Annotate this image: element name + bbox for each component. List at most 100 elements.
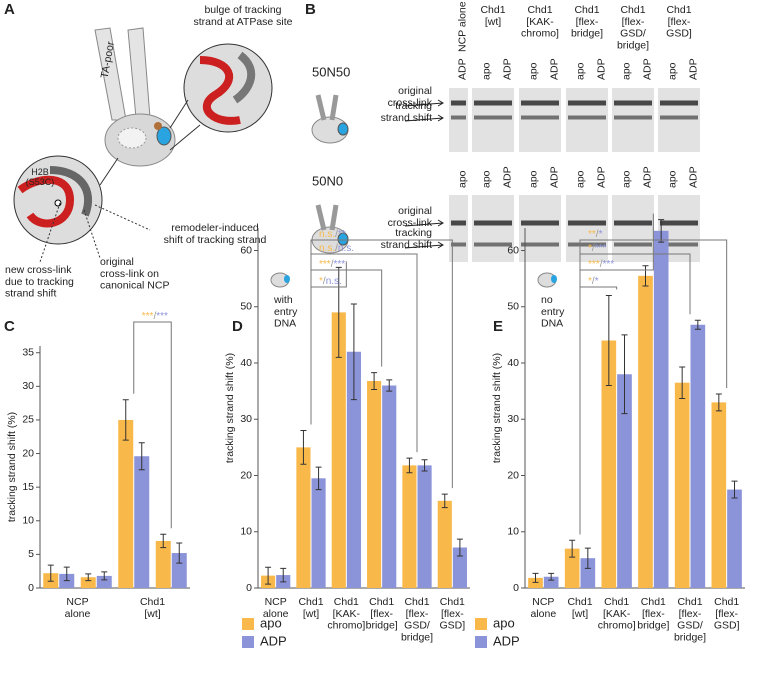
error-bar	[85, 573, 92, 582]
bar	[96, 575, 112, 588]
significance-part: **	[338, 229, 346, 240]
x-tick-label: Chd1 [flex-bridge]	[366, 596, 398, 632]
gel-block	[612, 88, 654, 152]
x-tick-label: NCP alone	[65, 596, 91, 620]
panel-label: B	[305, 1, 316, 18]
gel-band	[614, 220, 652, 226]
gel-block	[519, 88, 561, 152]
gel-band	[614, 115, 652, 120]
gel-band	[568, 220, 606, 226]
inset-icon	[284, 275, 290, 283]
y-tick-label: 40	[507, 357, 519, 369]
error-bar	[386, 379, 393, 392]
significance: */*	[588, 276, 599, 287]
y-tick-label: 30	[240, 413, 252, 425]
arrow	[404, 99, 444, 107]
lane-label: ADP	[456, 58, 468, 80]
gel-band	[474, 115, 512, 120]
significance-part: /	[592, 243, 595, 254]
bar	[402, 465, 417, 588]
lane-label: apo	[480, 62, 492, 80]
dna-arm	[127, 27, 151, 119]
gel-band	[474, 100, 512, 106]
y-tick-label: 25	[22, 414, 34, 426]
significance: ***/***	[319, 259, 345, 270]
column-header: Chd1 [flex-bridge]	[571, 4, 603, 40]
gel-band	[451, 220, 466, 226]
gel-band	[660, 242, 698, 247]
zoom-line	[169, 124, 201, 151]
bracket	[579, 239, 728, 535]
label: H2B (S53C)	[26, 167, 55, 187]
x-tick-label: Chd1 [flex-GSD/bridge]	[674, 596, 706, 643]
lane-label: apo	[527, 62, 539, 80]
lane-label: ADP	[501, 166, 513, 188]
gel-band	[660, 220, 698, 226]
significance-part: ***	[156, 311, 168, 322]
error-bar	[441, 493, 448, 509]
legend-swatch	[475, 636, 487, 648]
bar	[80, 577, 96, 588]
column-header: Chd1 [KAK-chromo]	[521, 4, 559, 40]
bar	[171, 553, 187, 588]
lane-label: apo	[666, 62, 678, 80]
lane-label: ADP	[548, 58, 560, 80]
significance-part: ***	[142, 311, 154, 322]
band-label: tracking strand shift	[381, 100, 433, 124]
y-tick-label: 60	[507, 244, 519, 256]
y-axis-label: tracking strand shift (%)	[6, 412, 18, 522]
y-tick-label: 40	[240, 357, 252, 369]
significance-part: ***	[595, 243, 607, 254]
gel-band	[660, 100, 698, 106]
gel-band	[474, 242, 512, 247]
significance: **/*	[588, 229, 603, 240]
y-tick-label: 10	[507, 526, 519, 538]
gel-band	[614, 100, 652, 106]
lane-label: ADP	[687, 58, 699, 80]
significance: */***	[588, 243, 606, 254]
significance: ***/***	[142, 311, 168, 322]
y-tick-label: 30	[22, 380, 34, 392]
tracking-strand	[17, 175, 75, 228]
error-bar	[350, 303, 357, 401]
error-bar	[456, 538, 463, 557]
bar	[617, 374, 632, 588]
gel-band	[451, 242, 466, 247]
bracket	[579, 253, 691, 535]
significance-part: /	[331, 259, 334, 270]
significance-part: /	[600, 259, 603, 270]
lane-label: ADP	[641, 58, 653, 80]
significance: ***/***	[588, 259, 614, 270]
bar	[727, 489, 742, 588]
gel-band	[474, 220, 512, 226]
bar	[437, 500, 452, 588]
gel-band	[521, 115, 559, 120]
error-bar	[63, 566, 70, 582]
error-bar	[335, 266, 342, 358]
arrow	[404, 241, 444, 249]
significance-part: *	[588, 276, 592, 287]
lane-label: apo	[574, 62, 586, 80]
gel-block	[519, 195, 561, 262]
icon	[337, 232, 349, 246]
bar	[331, 312, 346, 588]
error-bar	[300, 430, 307, 465]
significance: n.s./**	[319, 229, 346, 240]
bar	[417, 465, 432, 588]
icon	[315, 204, 339, 231]
lane-label: apo	[620, 62, 632, 80]
arrow	[404, 219, 444, 227]
gel-block	[566, 195, 608, 262]
legend-label: ADP	[260, 633, 287, 648]
error-bar	[280, 567, 287, 583]
bar	[564, 548, 580, 588]
significance-part: n.s.	[319, 229, 335, 240]
significance-part: *	[588, 243, 592, 254]
y-tick-label: 10	[240, 526, 252, 538]
gel-block	[566, 88, 608, 152]
gel-band	[660, 115, 698, 120]
legend-label: ADP	[493, 633, 520, 648]
bar	[311, 478, 326, 588]
error-bar	[371, 372, 378, 390]
y-tick-label: 0	[513, 582, 519, 594]
